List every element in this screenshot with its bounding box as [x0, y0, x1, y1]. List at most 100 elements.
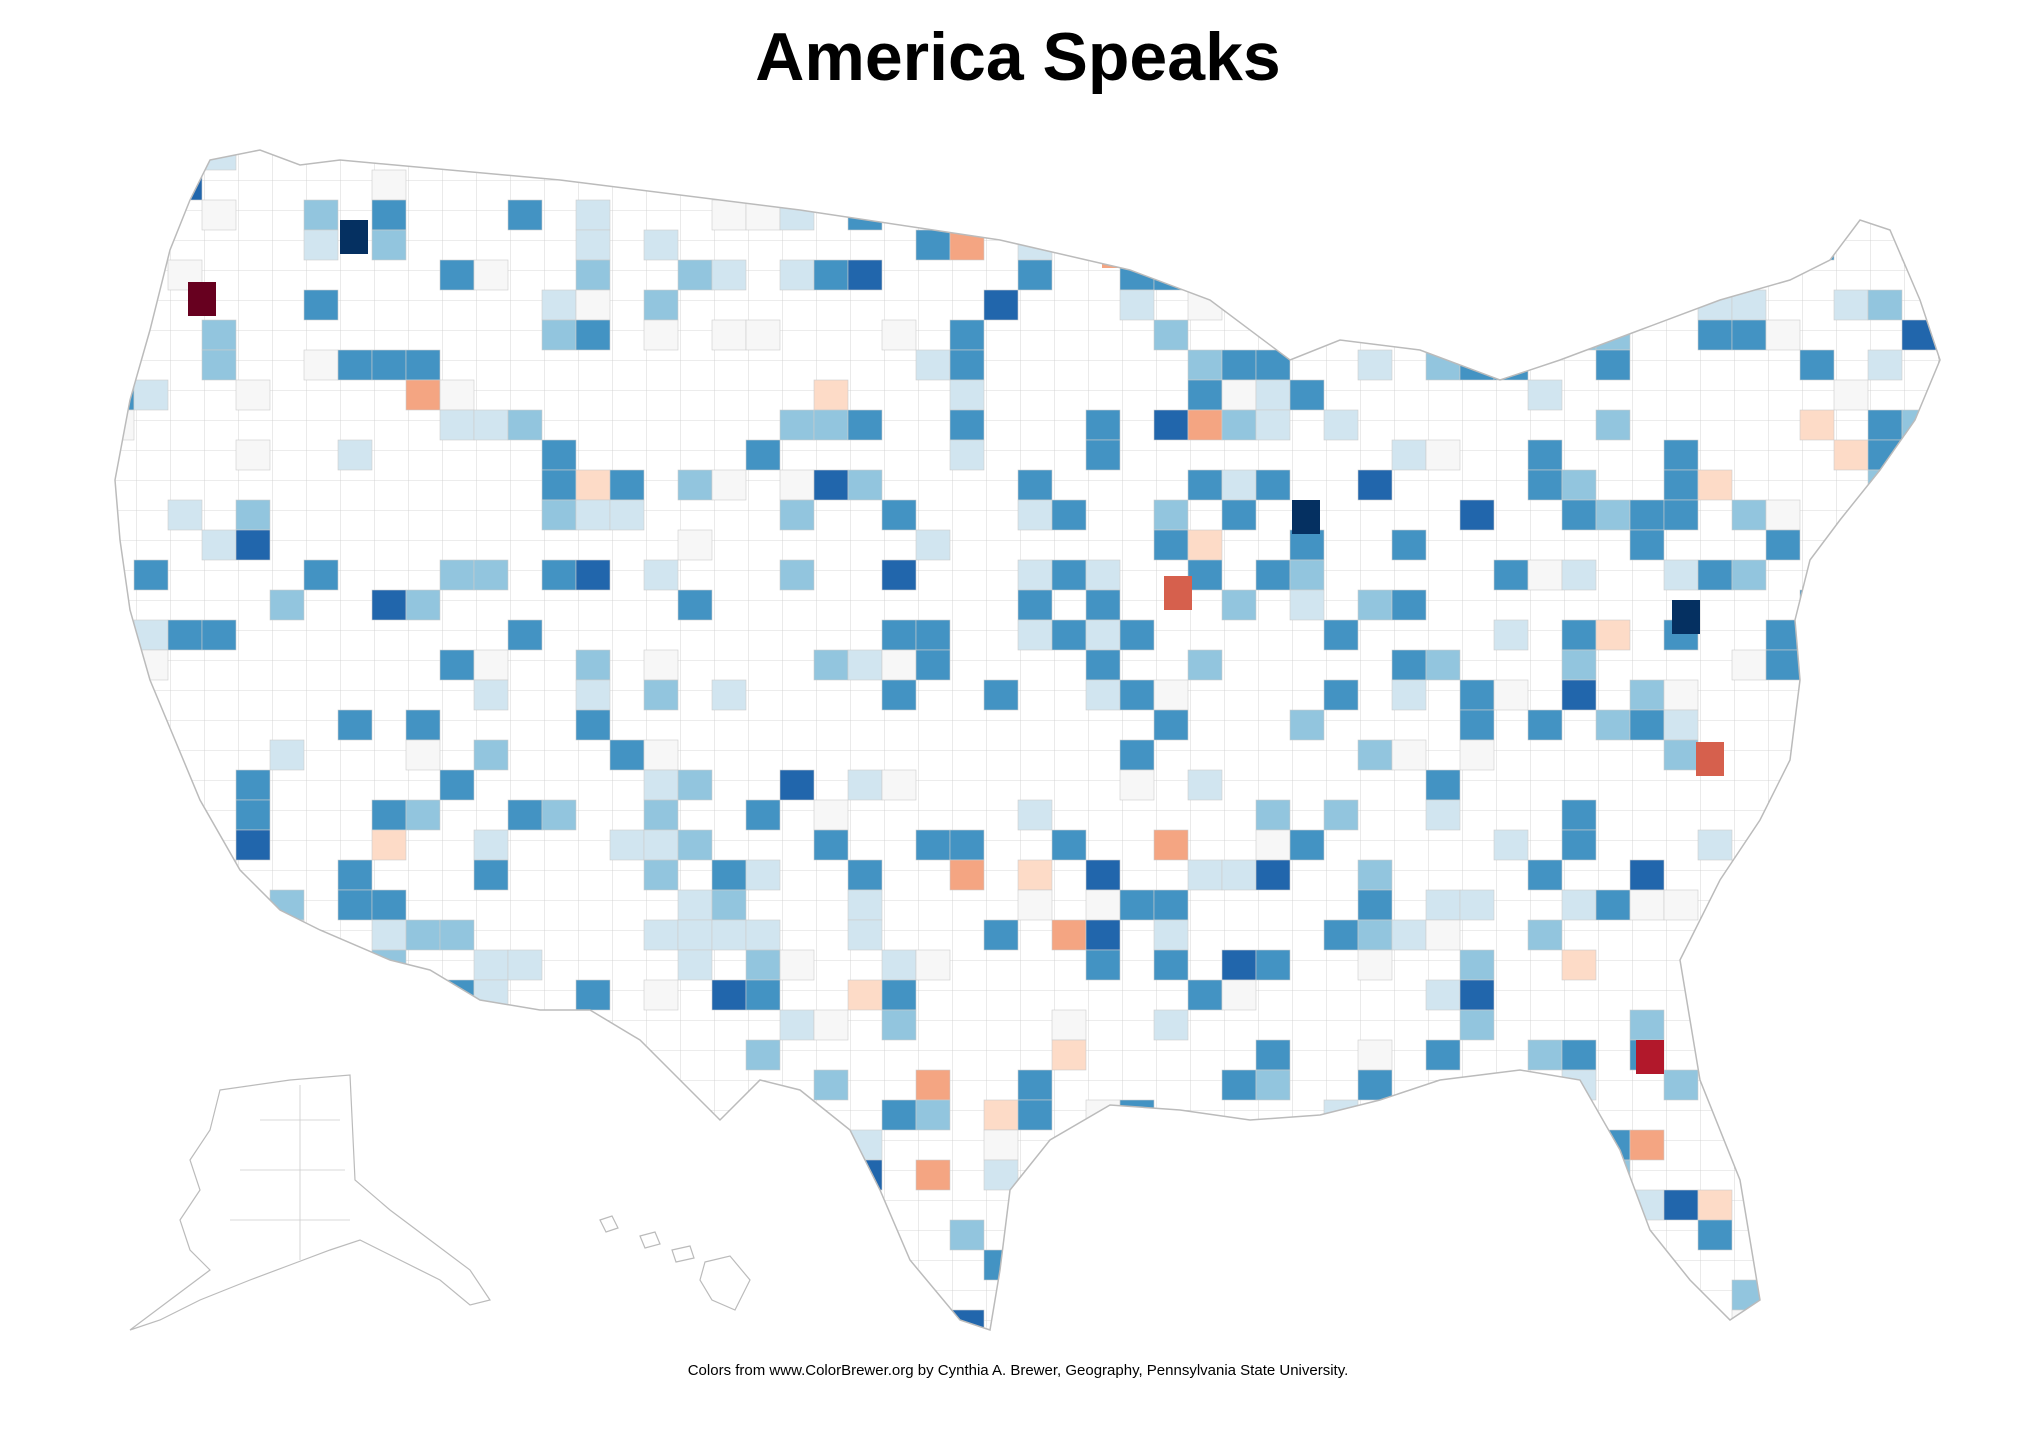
county: [745, 1189, 781, 1221]
county: [473, 559, 509, 591]
county: [1085, 439, 1121, 471]
county: [235, 439, 271, 471]
county: [371, 799, 407, 831]
county: [1799, 229, 1835, 261]
county: [1085, 559, 1121, 591]
county: [881, 1099, 917, 1131]
county: [1629, 1279, 1665, 1311]
county: [439, 649, 475, 681]
county: [1629, 709, 1665, 741]
county: [1221, 859, 1257, 891]
county: [337, 349, 373, 381]
county: [779, 499, 815, 531]
county: [575, 469, 611, 501]
county: [1221, 1069, 1257, 1101]
county: [1391, 589, 1427, 621]
county: [1935, 559, 1940, 591]
county: [473, 409, 509, 441]
county: [1085, 169, 1121, 201]
county: [1017, 1099, 1053, 1131]
county: [745, 949, 781, 981]
county: [1357, 919, 1393, 951]
county: [813, 1249, 849, 1281]
county: [1085, 1099, 1121, 1131]
county: [1017, 559, 1053, 591]
county: [1833, 679, 1869, 711]
county: [473, 1159, 509, 1191]
county: [1357, 1069, 1393, 1101]
county: [745, 979, 781, 1011]
county: [983, 919, 1019, 951]
county: [643, 229, 679, 261]
county: [1187, 169, 1223, 201]
county: [1085, 919, 1121, 951]
county: [1289, 379, 1325, 411]
county: [269, 919, 305, 951]
county: [1357, 889, 1393, 921]
county: [303, 349, 339, 381]
county: [711, 469, 747, 501]
county: [1493, 619, 1529, 651]
county: [405, 919, 441, 951]
county: [1459, 949, 1495, 981]
county: [1697, 229, 1733, 261]
county: [167, 499, 203, 531]
county: [1493, 1099, 1529, 1131]
county: [1221, 199, 1257, 231]
county: [881, 1009, 917, 1041]
county: [1391, 919, 1427, 951]
county: [1323, 1279, 1359, 1311]
county: [303, 559, 339, 591]
county: [949, 379, 985, 411]
county: [1221, 979, 1257, 1011]
county: [1595, 409, 1631, 441]
county: [1663, 469, 1699, 501]
county: [881, 649, 917, 681]
county: [1696, 742, 1724, 776]
county: [915, 1099, 951, 1131]
county: [1765, 499, 1801, 531]
county: [1119, 889, 1155, 921]
county: [1765, 1219, 1801, 1251]
county: [133, 799, 169, 831]
county: [115, 829, 135, 861]
county: [1799, 349, 1835, 381]
county: [1255, 1069, 1291, 1101]
county: [1935, 289, 1940, 321]
county: [1221, 349, 1257, 381]
county: [1255, 259, 1291, 291]
county: [133, 1129, 169, 1161]
county: [1357, 859, 1393, 891]
county: [1799, 679, 1835, 711]
county: [643, 769, 679, 801]
county: [949, 829, 985, 861]
county: [881, 559, 917, 591]
county: [405, 379, 441, 411]
county: [115, 859, 135, 891]
county: [1459, 229, 1495, 261]
county: [609, 1159, 645, 1191]
county: [1561, 619, 1597, 651]
county: [1493, 829, 1529, 861]
county: [115, 919, 135, 951]
county: [133, 1219, 169, 1251]
county: [133, 379, 169, 411]
county: [609, 499, 645, 531]
county: [439, 379, 475, 411]
county: [1867, 439, 1903, 471]
county: [405, 1069, 441, 1101]
county: [745, 1309, 781, 1330]
county: [1799, 1069, 1835, 1101]
county: [677, 529, 713, 561]
county: [507, 1129, 543, 1161]
county: [1493, 1219, 1529, 1251]
county: [439, 979, 475, 1011]
county: [1697, 559, 1733, 591]
county: [1561, 649, 1597, 681]
county: [1935, 1099, 1940, 1131]
county: [915, 1069, 951, 1101]
county: [473, 829, 509, 861]
county: [1833, 529, 1869, 561]
county: [745, 1219, 781, 1251]
county: [1833, 1009, 1869, 1041]
